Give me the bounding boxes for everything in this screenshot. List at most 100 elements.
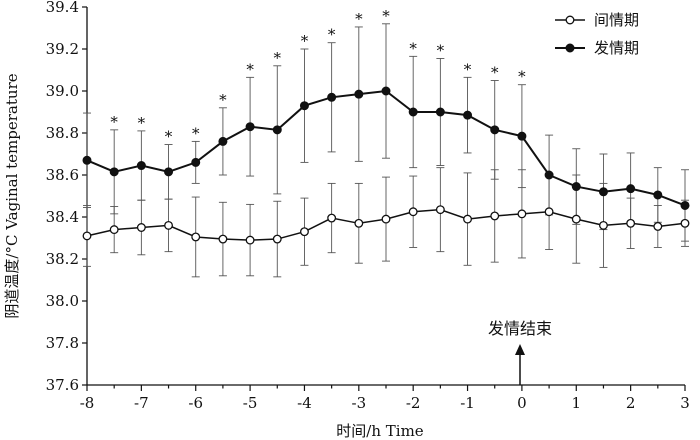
data-point-estrus [408,107,418,117]
significance-star: * [192,124,200,142]
data-point-diestrus [408,207,418,217]
annotation-arrow-head [515,344,525,355]
x-tick-label: -7 [134,394,149,412]
data-point-estrus [517,131,527,141]
data-point-diestrus [245,235,255,245]
data-point-diestrus [300,227,309,237]
data-point-estrus [109,167,119,177]
y-tick-label: 37.8 [46,334,79,352]
significance-star: * [301,32,309,50]
data-point-diestrus [164,220,173,230]
significance-star: * [219,91,227,109]
error-bars [83,23,689,278]
significance-star: * [355,10,363,28]
x-tick-label: 1 [571,394,581,412]
x-tick-label: 3 [680,394,690,412]
significance-star: * [491,64,499,82]
y-tick-label: 39.0 [46,82,79,100]
data-point-diestrus [517,209,527,219]
significance-star: * [518,68,526,86]
significance-star: * [274,49,282,67]
data-point-diestrus [680,218,690,228]
legend-marker-diestrus [565,15,575,25]
data-point-estrus [327,92,337,102]
legend-marker-estrus [565,43,575,53]
x-tick-label: -8 [80,394,95,412]
data-point-estrus [218,136,228,146]
y-tick-label: 38.8 [46,124,79,142]
legend-label-estrus: 发情期 [594,39,639,57]
data-point-estrus [626,184,636,194]
data-point-estrus [272,125,282,135]
data-point-estrus [82,155,92,165]
legend: 间情期 发情期 [555,11,639,57]
data-point-diestrus [544,207,554,217]
data-point-diestrus [218,234,228,244]
y-tick-label: 39.2 [46,40,79,58]
data-point-estrus [571,182,581,192]
axes: 37.6 37.8 38.0 38.2 38.4 38.6 38.8 39.0 39.2 39.4… [46,0,690,412]
data-point-estrus [299,101,309,111]
data-point-diestrus [599,220,608,230]
data-point-diestrus [653,221,663,231]
data-point-estrus [680,200,690,210]
significance-marks: * * * * * * * * * * * * * * * * [110,7,526,146]
x-tick-label: -3 [352,394,367,412]
data-point-estrus [544,170,554,180]
significance-star: * [382,7,390,25]
annotation: 发情结束 [488,319,552,385]
x-tick-label: -6 [188,394,203,412]
data-point-diestrus [435,205,445,215]
x-minor-ticks [113,385,659,389]
data-point-diestrus [272,234,282,244]
y-tick-label: 39.4 [46,0,79,16]
significance-star: * [409,39,417,57]
data-point-estrus [381,86,391,96]
data-point-diestrus [626,218,636,228]
data-point-diestrus [109,225,119,235]
data-point-diestrus [490,211,500,221]
data-point-diestrus [571,214,581,224]
x-tick-label: 0 [517,394,527,412]
x-tick-label: -5 [243,394,258,412]
data-point-diestrus [463,214,472,224]
data-point-estrus [463,110,473,120]
data-point-estrus [136,161,146,171]
x-axis-label: 时间/h Time [336,422,424,440]
significance-star: * [464,60,472,78]
series-markers [82,86,690,245]
legend-label-diestrus: 间情期 [594,11,639,29]
data-point-diestrus [354,218,364,228]
annotation-text: 发情结束 [488,319,552,338]
x-tick-label: -4 [297,394,312,412]
data-point-estrus [598,187,608,197]
data-point-diestrus [82,231,92,241]
significance-star: * [165,128,173,146]
data-point-diestrus [381,214,391,224]
data-point-estrus [653,190,663,200]
data-point-estrus [435,107,445,117]
x-tick-label: -2 [406,394,421,412]
data-point-estrus [191,157,201,167]
data-point-diestrus [136,223,146,232]
significance-star: * [138,114,146,132]
y-tick-label: 38.4 [46,208,79,226]
y-tick-label: 38.6 [46,166,79,184]
y-tick-label: 38.0 [46,292,79,310]
y-tick-label: 37.6 [46,376,79,394]
significance-star: * [246,60,254,78]
data-point-diestrus [191,232,201,242]
x-tick-label: 2 [626,394,636,412]
x-tick-label: -1 [460,394,475,412]
significance-star: * [110,113,118,131]
data-point-estrus [354,89,364,99]
data-point-estrus [164,167,174,177]
data-point-estrus [490,125,500,135]
data-point-estrus [245,122,255,132]
data-point-diestrus [327,213,337,223]
y-tick-label: 38.2 [46,250,79,268]
y-axis-label: 阴道温度/°C Vaginal temperature [3,73,21,318]
significance-star: * [437,41,445,59]
significance-star: * [328,26,336,44]
